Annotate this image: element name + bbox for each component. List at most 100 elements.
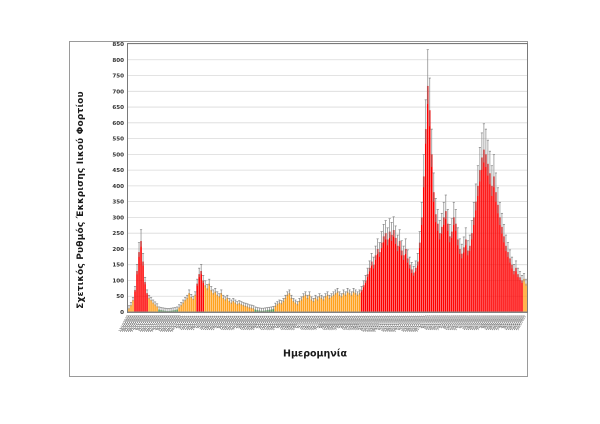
bar — [513, 271, 515, 312]
x-tick-label: 24/4/2022 — [492, 315, 503, 331]
x-tick-label: 15/4/2022 — [486, 315, 497, 331]
bar — [477, 185, 479, 312]
bar — [424, 129, 427, 312]
x-tick-label: 6/5/2022 — [501, 315, 511, 330]
bar — [332, 294, 335, 312]
bar — [318, 296, 321, 312]
bar — [136, 271, 138, 312]
bar — [200, 271, 202, 312]
bar — [214, 291, 217, 312]
x-tick-label: 30/3/2021 — [231, 315, 242, 331]
bar — [178, 307, 180, 312]
x-tick-label: 8/9/2021 — [340, 315, 350, 330]
x-tick-label: 21/1/2022 — [429, 315, 440, 331]
bar — [326, 294, 329, 312]
bar — [196, 283, 198, 312]
x-tick-label: 2/10/2021 — [355, 315, 366, 331]
x-tick-label: 19/2/2021 — [205, 315, 216, 331]
bar — [210, 289, 212, 312]
x-tick-label: 11/4/2021 — [239, 315, 250, 331]
x-tick-label: 22/7/2021 — [307, 315, 318, 331]
bar — [130, 305, 132, 312]
bar — [208, 283, 210, 312]
x-tick-label: 6/4/2022 — [481, 315, 491, 330]
bar — [489, 173, 491, 312]
bar — [430, 154, 433, 312]
bar — [226, 297, 229, 312]
x-tick-label: 14/1/2021 — [181, 315, 192, 331]
x-tick-label: 1/12/2021 — [395, 315, 406, 331]
bar — [346, 291, 349, 312]
x-tick-label: 24/5/2022 — [512, 315, 523, 331]
bar — [445, 211, 447, 312]
x-tick-label: 6/8/2021 — [318, 315, 328, 330]
x-tick-label: 23/4/2021 — [247, 315, 258, 331]
x-tick-label: 24/3/2021 — [227, 315, 238, 331]
bar — [190, 296, 192, 312]
bar — [426, 85, 429, 313]
x-tick-label: 16/3/2022 — [466, 315, 477, 331]
x-tick-label: 17/9/2021 — [345, 315, 356, 331]
x-tick-label: 12/4/2022 — [484, 315, 495, 331]
bar — [316, 299, 319, 312]
bar — [336, 291, 339, 312]
bar — [428, 110, 431, 312]
bar — [344, 294, 347, 312]
bar — [521, 280, 523, 312]
x-tick-label: 6/1/2022 — [420, 315, 430, 330]
bar — [218, 296, 221, 312]
x-tick-label: 12/8/2021 — [321, 315, 332, 331]
bar — [360, 289, 363, 312]
bar — [420, 217, 423, 312]
x-tick-label: 17/5/2021 — [263, 315, 274, 331]
x-tick-label: 28/2/2021 — [211, 315, 222, 331]
x-tick-label: 30/1/2022 — [435, 315, 446, 331]
bar — [515, 267, 517, 312]
x-tick-label: 10/2/2021 — [199, 315, 210, 331]
bar — [412, 272, 415, 312]
y-tick-label: 800 — [112, 58, 124, 64]
bar — [138, 252, 140, 312]
x-tick-label: 28/7/2021 — [311, 315, 322, 331]
x-tick-label: 19/7/2021 — [305, 315, 316, 331]
x-tick-label: 30/4/2022 — [496, 315, 507, 331]
bar — [386, 239, 389, 312]
x-tick-label: 25/3/2022 — [472, 315, 483, 331]
bar — [491, 185, 493, 312]
x-tick-label: 17/2/2022 — [448, 315, 459, 331]
bar — [146, 293, 148, 312]
bar — [469, 245, 471, 312]
bar — [475, 201, 477, 312]
error-bars — [127, 49, 528, 312]
bar — [230, 302, 233, 312]
bar — [487, 163, 489, 312]
bar — [250, 307, 253, 312]
x-tick-label: 11/1/2021 — [179, 315, 190, 331]
x-tick-label: 27/1/2022 — [433, 315, 444, 331]
bar — [384, 233, 387, 312]
x-tick-labels: 13/10/202016/10/202019/10/202022/10/2020… — [118, 315, 527, 333]
x-tick-label: 16/6/2021 — [283, 315, 294, 331]
x-tick-label: 7/6/2021 — [278, 315, 288, 330]
x-tick-label: 19/6/2021 — [285, 315, 296, 331]
bar — [392, 230, 395, 312]
bar — [338, 294, 341, 312]
x-tick-label: 4/6/2021 — [276, 315, 286, 330]
x-tick-label: 6/12/2020 — [155, 315, 166, 331]
y-tick-label: 200 — [112, 247, 124, 253]
x-tick-label: 22/6/2021 — [287, 315, 298, 331]
bar — [434, 214, 437, 312]
x-tick-label: 12/5/2022 — [504, 315, 515, 331]
x-tick-label: 20/1/2021 — [185, 315, 196, 331]
x-tick-label: 3/8/2021 — [316, 315, 326, 330]
bar — [410, 269, 413, 312]
bar — [272, 308, 275, 312]
bar — [509, 258, 511, 312]
x-tick-label: 13/7/2021 — [301, 315, 312, 331]
x-tick-label: 2/1/2021 — [174, 315, 184, 330]
bar — [128, 308, 130, 312]
y-tick-label: 400 — [112, 184, 124, 190]
bar — [186, 297, 188, 312]
bar — [194, 294, 196, 312]
x-tick-label: 6/3/2021 — [216, 315, 226, 330]
